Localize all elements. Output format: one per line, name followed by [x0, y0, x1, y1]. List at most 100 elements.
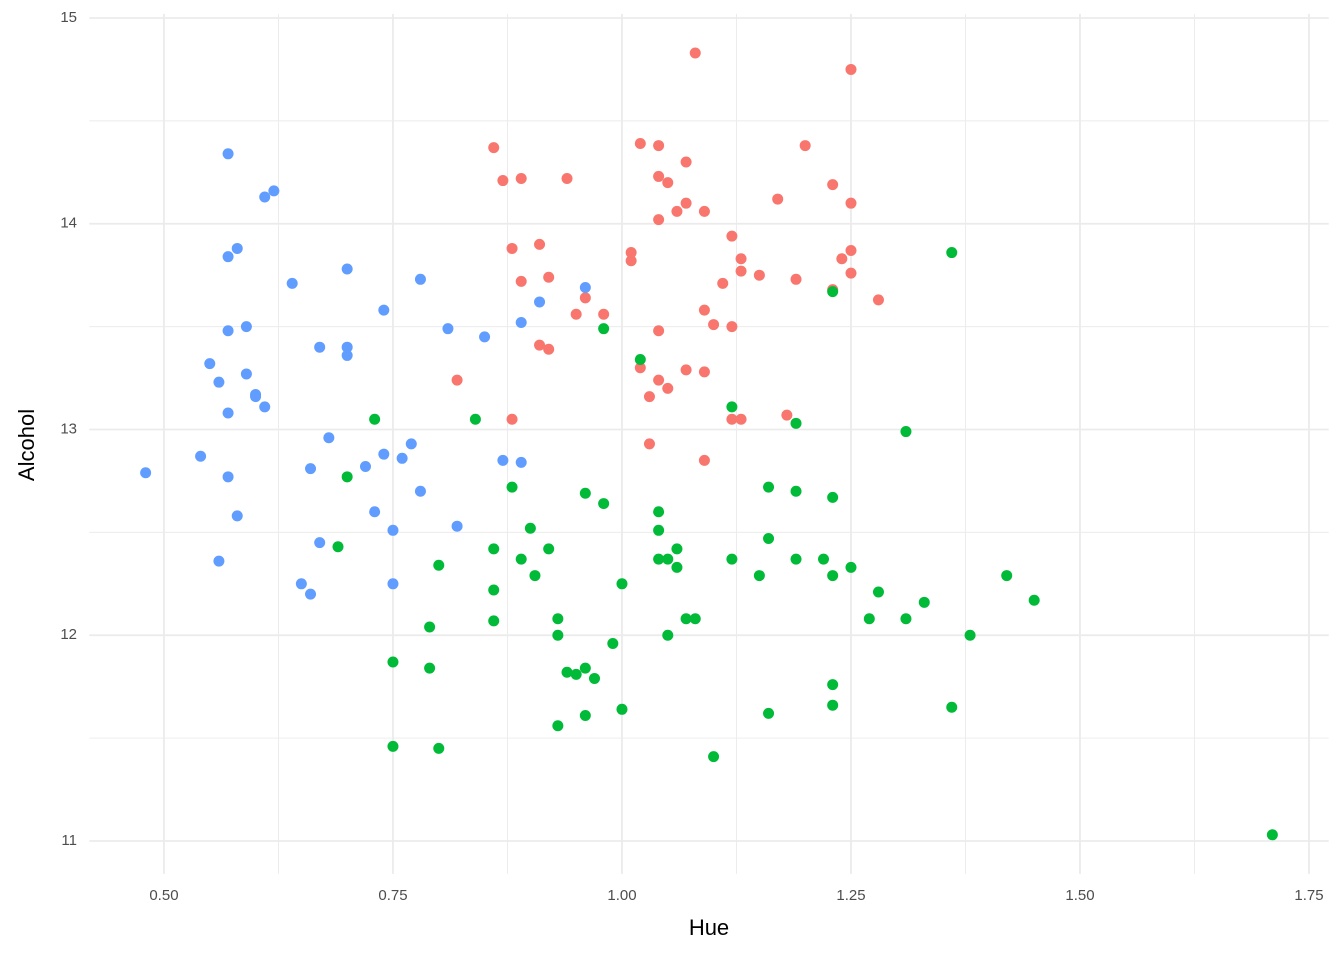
point: [506, 242, 518, 254]
point: [689, 613, 701, 625]
point: [414, 485, 426, 497]
point: [698, 304, 710, 316]
point: [488, 543, 500, 555]
point: [845, 245, 857, 257]
point: [222, 251, 234, 263]
point: [359, 461, 371, 473]
point: [827, 699, 839, 711]
point: [781, 409, 793, 421]
point: [726, 321, 738, 333]
point: [341, 263, 353, 275]
point: [579, 487, 591, 499]
point: [552, 720, 564, 732]
point: [529, 570, 541, 582]
point: [598, 498, 610, 510]
point: [451, 374, 463, 386]
point: [735, 413, 747, 425]
point: [295, 578, 307, 590]
point: [534, 238, 546, 250]
point: [1001, 570, 1013, 582]
point: [863, 613, 875, 625]
point: [946, 247, 958, 259]
point: [680, 613, 692, 625]
point: [662, 177, 674, 189]
point: [588, 672, 600, 684]
x-axis-title: Hue: [689, 915, 729, 940]
point: [515, 275, 527, 287]
point: [424, 662, 436, 674]
point: [827, 570, 839, 582]
point: [561, 172, 573, 184]
point: [534, 339, 546, 351]
point: [286, 277, 298, 289]
point: [946, 701, 958, 713]
point: [305, 463, 317, 475]
point: [387, 740, 399, 752]
x-tick-label: 0.50: [149, 887, 178, 904]
point: [671, 205, 683, 217]
point: [543, 271, 555, 283]
point: [506, 413, 518, 425]
point: [451, 520, 463, 532]
point: [653, 506, 665, 518]
point: [332, 541, 344, 553]
point: [872, 586, 884, 598]
point: [579, 282, 591, 294]
point: [625, 247, 637, 259]
point: [231, 242, 243, 254]
point: [964, 629, 976, 641]
point: [772, 193, 784, 205]
point: [488, 584, 500, 596]
point: [561, 666, 573, 678]
point: [726, 230, 738, 242]
x-tick-label: 1.25: [836, 887, 865, 904]
series: [140, 148, 591, 600]
point: [818, 553, 830, 565]
y-tick-label: 14: [60, 215, 77, 232]
point: [259, 401, 271, 413]
point: [845, 561, 857, 573]
point: [616, 578, 628, 590]
point: [827, 286, 839, 298]
y-tick-label: 15: [60, 9, 77, 26]
point: [662, 382, 674, 394]
point: [204, 358, 216, 370]
point: [259, 191, 271, 203]
point: [643, 438, 655, 450]
x-tick-label: 1.75: [1294, 887, 1323, 904]
point: [341, 349, 353, 361]
point: [653, 214, 665, 226]
point: [689, 47, 701, 59]
point: [625, 255, 637, 267]
point: [680, 364, 692, 376]
point: [836, 253, 848, 265]
point: [653, 170, 665, 182]
point: [827, 679, 839, 691]
point: [387, 524, 399, 536]
point: [753, 269, 765, 281]
point: [396, 452, 408, 464]
point: [827, 491, 839, 503]
point: [552, 613, 564, 625]
point: [607, 637, 619, 649]
point: [570, 668, 582, 680]
point: [341, 341, 353, 353]
y-axis-title: Alcohol: [14, 409, 39, 481]
point: [579, 709, 591, 721]
point: [341, 471, 353, 483]
y-tick-label: 12: [60, 626, 77, 643]
point: [488, 142, 500, 154]
point: [634, 354, 646, 366]
point: [790, 485, 802, 497]
point: [305, 588, 317, 600]
y-tick-label: 13: [60, 420, 77, 437]
point: [515, 317, 527, 329]
point: [433, 742, 445, 754]
point: [900, 426, 912, 438]
point: [643, 391, 655, 403]
point: [653, 374, 665, 386]
point: [213, 555, 225, 567]
point: [753, 570, 765, 582]
point: [250, 391, 262, 403]
point: [222, 148, 234, 160]
